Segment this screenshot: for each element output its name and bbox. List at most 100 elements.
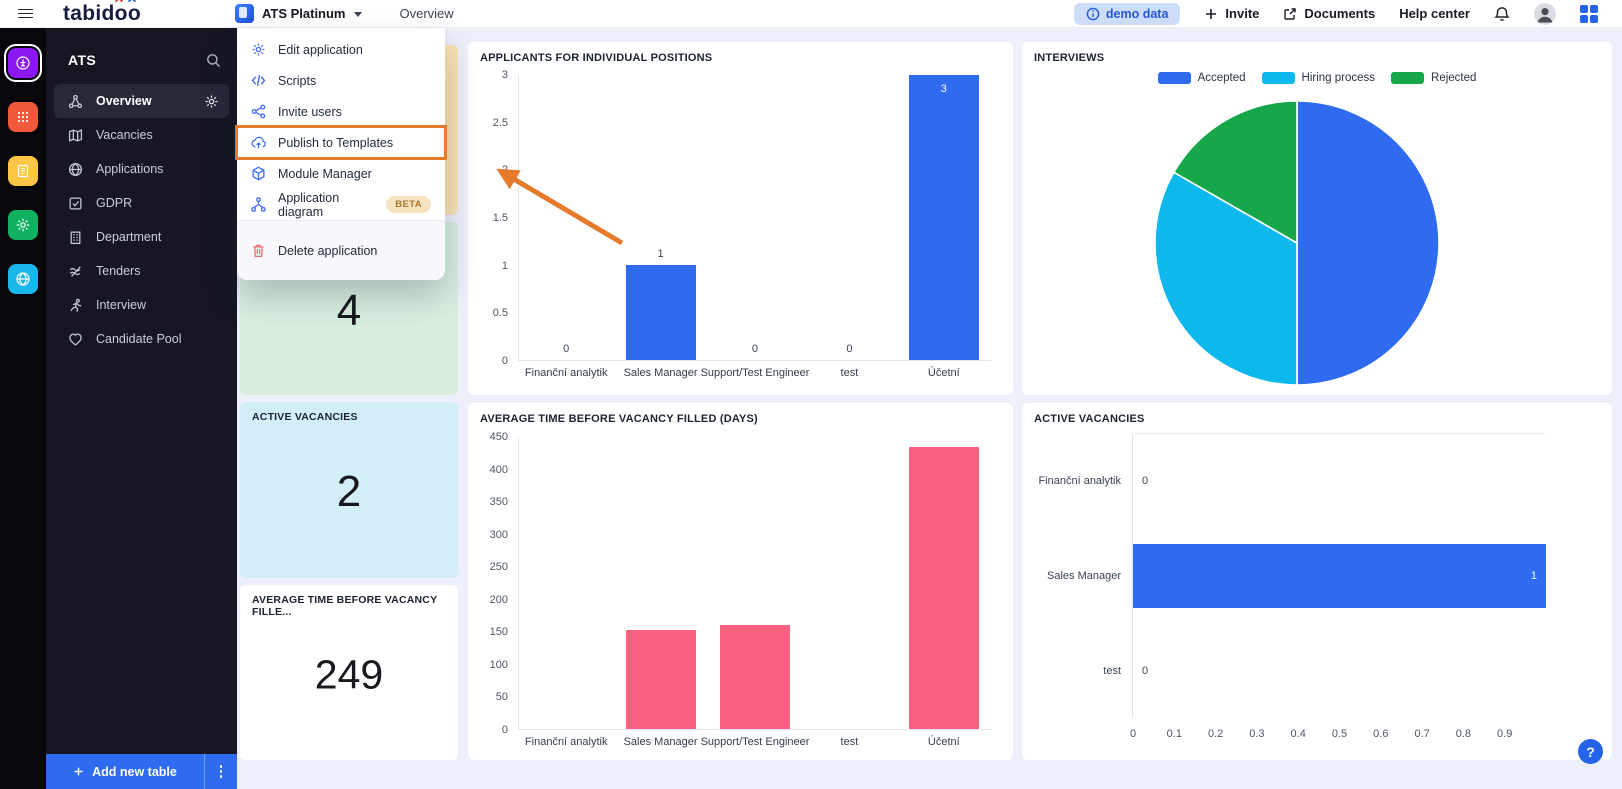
y-axis-tick: 350 bbox=[489, 496, 508, 509]
menu-item-scripts[interactable]: Scripts bbox=[237, 65, 445, 96]
y-axis-tick: 2.5 bbox=[492, 116, 508, 129]
stat-value: 249 bbox=[314, 650, 384, 697]
sidebar-item-label: Tenders bbox=[96, 264, 141, 278]
cube-icon bbox=[251, 166, 266, 181]
sidebar-item-department[interactable]: Department bbox=[54, 220, 229, 254]
y-axis-label: Sales Manager bbox=[1047, 569, 1121, 582]
stat-title: AVERAGE TIME BEFORE VACANCY FILLE... bbox=[252, 594, 438, 618]
legend-item-rejected[interactable]: Rejected bbox=[1391, 72, 1476, 84]
legend-label: Hiring process bbox=[1301, 72, 1376, 84]
menu-item-label: Module Manager bbox=[278, 166, 372, 181]
x-axis-label: Sales Manager bbox=[623, 736, 698, 748]
menu-item-application-diagram[interactable]: Application diagram BETA bbox=[237, 189, 445, 220]
bar-Sales Manager bbox=[1133, 543, 1546, 608]
stat-card-avg-time: AVERAGE TIME BEFORE VACANCY FILLE... 249 bbox=[240, 585, 458, 760]
y-axis-tick: 0 bbox=[501, 724, 508, 736]
sidebar-item-label: GDPR bbox=[96, 196, 133, 210]
app-icon bbox=[234, 4, 254, 23]
hamburger-menu-icon[interactable] bbox=[18, 6, 33, 21]
pie-chart bbox=[1154, 100, 1440, 386]
rail-app-gear-icon[interactable] bbox=[8, 210, 38, 240]
bell-icon[interactable] bbox=[1494, 6, 1510, 22]
chevron-down-icon bbox=[353, 12, 362, 17]
cloud-upload-icon bbox=[251, 135, 266, 150]
legend-item-hiring-process[interactable]: Hiring process bbox=[1261, 72, 1376, 84]
legend-label: Accepted bbox=[1197, 72, 1246, 84]
demo-data-badge[interactable]: demo data bbox=[1073, 2, 1181, 25]
add-new-table: Add new table bbox=[46, 754, 237, 789]
tenders-icon bbox=[68, 264, 83, 279]
y-axis-tick: 3 bbox=[501, 69, 508, 81]
app-menu-dropdown: Edit application Scripts Invite users Publi… bbox=[235, 28, 447, 280]
sidebar-item-interview[interactable]: Interview bbox=[54, 288, 229, 322]
external-link-icon bbox=[1283, 7, 1297, 21]
sidebar-item-tenders[interactable]: Tenders bbox=[54, 254, 229, 288]
x-axis-tick: 0 bbox=[1129, 728, 1137, 740]
menu-item-publish-to-templates[interactable]: Publish to Templates bbox=[235, 125, 447, 160]
menu-item-invite-users[interactable]: Invite users bbox=[237, 96, 445, 127]
rail-app-globe-icon[interactable] bbox=[8, 264, 38, 294]
y-axis-tick: 450 bbox=[489, 431, 508, 443]
chart-title: AVERAGE TIME BEFORE VACANCY FILLED (DAYS… bbox=[480, 413, 758, 425]
legend-swatch bbox=[1157, 72, 1191, 84]
bar-Support/Test Engineer bbox=[720, 625, 790, 729]
x-axis-label: Finanční analytik bbox=[524, 736, 608, 748]
rail-app-book-icon[interactable] bbox=[8, 156, 38, 186]
search-icon[interactable] bbox=[206, 53, 221, 68]
menu-item-delete-application[interactable]: Delete application bbox=[237, 235, 445, 266]
invite-button[interactable]: Invite bbox=[1204, 6, 1259, 21]
bar-value-label: 0 bbox=[563, 343, 570, 355]
chart-interviews-pie: INTERVIEWS Accepted Hiring process Rejecte… bbox=[1022, 42, 1612, 395]
y-axis-tick: 1.5 bbox=[492, 212, 508, 224]
app-switcher[interactable]: ATS Platinum bbox=[234, 4, 362, 23]
table-settings-gear-icon[interactable] bbox=[204, 94, 219, 109]
sidebar-item-applications[interactable]: Applications bbox=[54, 152, 229, 186]
rail-app-ats-icon[interactable] bbox=[8, 48, 38, 78]
overview-icon bbox=[68, 94, 83, 109]
info-icon bbox=[1086, 7, 1100, 21]
x-axis-label: test bbox=[840, 367, 859, 379]
legend-item-accepted[interactable]: Accepted bbox=[1157, 72, 1246, 84]
app-menu-list: Edit application Scripts Invite users Publi… bbox=[235, 34, 447, 220]
tabidoo-logo[interactable]: tabid o o bbox=[63, 0, 141, 26]
app-name: ATS Platinum bbox=[261, 6, 346, 21]
sidebar-item-label: Department bbox=[96, 230, 162, 244]
chart-active-vacancies-hbar: ACTIVE VACANCIES Finanční analytik 0 Sales… bbox=[1022, 403, 1612, 760]
stat-title: ACTIVE VACANCIES bbox=[252, 411, 358, 423]
sidebar-item-vacancies[interactable]: Vacancies bbox=[54, 118, 229, 152]
apps-grid-icon[interactable] bbox=[1580, 4, 1598, 23]
x-axis-label: Support/Test Engineer bbox=[700, 736, 810, 748]
menu-item-module-manager[interactable]: Module Manager bbox=[237, 158, 445, 189]
globe-icon bbox=[68, 162, 83, 177]
y-axis-tick: 250 bbox=[489, 561, 508, 574]
avatar[interactable] bbox=[1534, 2, 1556, 25]
x-axis-tick: 0.2 bbox=[1207, 728, 1224, 740]
topbar: tabid o o ATS Platinum Overview demo data … bbox=[0, 0, 1622, 28]
y-axis-tick: 0.5 bbox=[492, 307, 508, 320]
sidebar-item-label: Applications bbox=[96, 162, 164, 176]
menu-item-edit-application[interactable]: Edit application bbox=[237, 34, 445, 65]
table-options-kebab-icon[interactable] bbox=[204, 754, 237, 789]
x-axis-tick: 0.1 bbox=[1166, 728, 1182, 740]
add-new-table-button[interactable]: Add new table bbox=[46, 754, 204, 789]
pie-slice-accepted bbox=[1296, 100, 1440, 386]
sidebar-item-candidate-pool[interactable]: Candidate Pool bbox=[54, 322, 229, 356]
documents-button[interactable]: Documents bbox=[1283, 6, 1375, 21]
stat-value: 4 bbox=[336, 285, 362, 335]
breadcrumb-overview[interactable]: Overview bbox=[399, 6, 454, 21]
chart-title: INTERVIEWS bbox=[1034, 52, 1105, 64]
sidebar-item-overview[interactable]: Overview bbox=[54, 84, 229, 118]
bar-Sales Manager bbox=[625, 265, 696, 360]
building-icon bbox=[68, 230, 83, 245]
chart-applicants-positions: APPLICANTS FOR INDIVIDUAL POSITIONS 0 0.5… bbox=[468, 42, 1013, 395]
y-axis-tick: 2 bbox=[501, 164, 508, 177]
y-axis-tick: 0 bbox=[501, 355, 508, 367]
x-axis-label: Účetní bbox=[927, 367, 960, 379]
rail-app-grid-icon[interactable] bbox=[8, 102, 38, 132]
help-button[interactable]: ? bbox=[1578, 739, 1603, 764]
sidebar-item-gdpr[interactable]: GDPR bbox=[54, 186, 229, 220]
menu-item-label: Scripts bbox=[278, 73, 317, 88]
help-center-button[interactable]: Help center bbox=[1399, 6, 1470, 21]
sidebar: ATS Overview Vacancies Applications GDPR Dep… bbox=[46, 28, 237, 789]
x-axis-label: Účetní bbox=[927, 736, 960, 748]
